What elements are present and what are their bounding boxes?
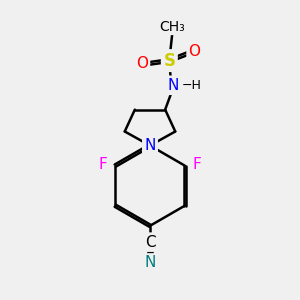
Text: O: O bbox=[189, 44, 201, 59]
Text: C: C bbox=[145, 235, 155, 250]
Text: F: F bbox=[99, 157, 108, 172]
Text: CH₃: CH₃ bbox=[159, 20, 185, 34]
Text: N: N bbox=[144, 255, 156, 270]
Text: N: N bbox=[167, 78, 179, 93]
Text: N: N bbox=[144, 138, 156, 153]
Text: O: O bbox=[136, 56, 148, 71]
Text: F: F bbox=[192, 157, 201, 172]
Text: S: S bbox=[163, 52, 175, 70]
Text: −H: −H bbox=[181, 79, 201, 92]
